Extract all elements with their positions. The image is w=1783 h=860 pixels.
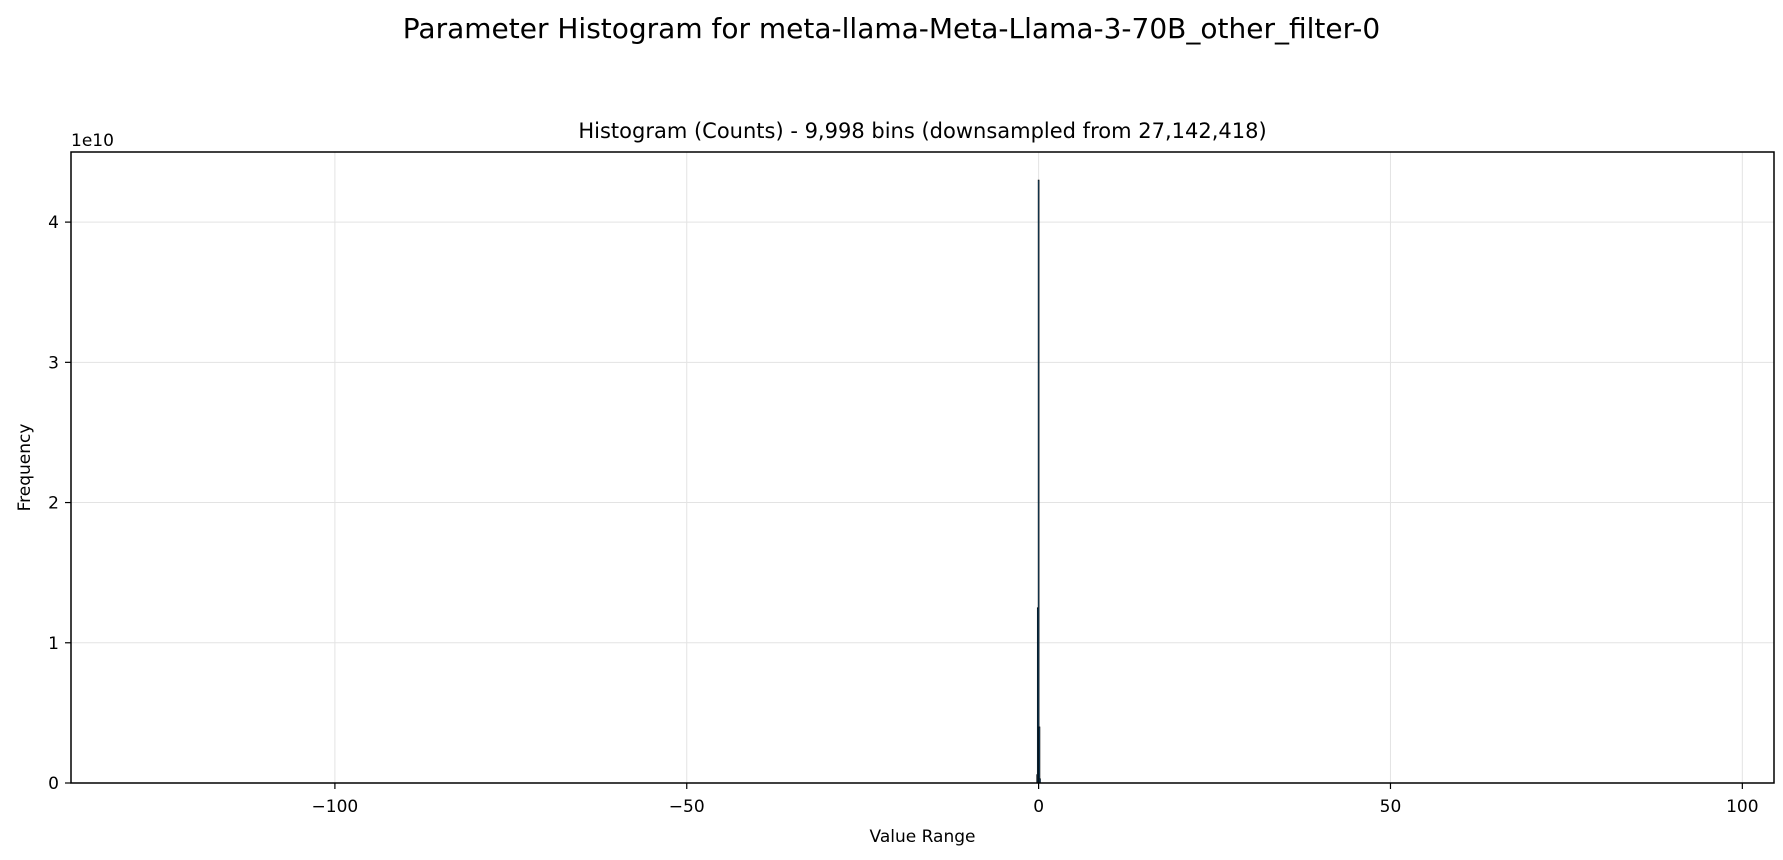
- x-tick-label: 0: [1033, 797, 1044, 817]
- x-axis-title: Value Range: [870, 827, 976, 847]
- histogram-bar: [1038, 726, 1041, 784]
- y-tick-label: 4: [48, 213, 59, 233]
- x-axis-ticks: −100 −50 0 50 100: [312, 783, 1759, 817]
- y-axis-ticks: 0 1 2 3 4: [48, 213, 71, 794]
- histogram-bar: [1037, 179, 1040, 784]
- y-axis-offset-label: 1e10: [71, 131, 114, 151]
- y-tick-label: 0: [48, 774, 59, 794]
- y-tick-label: 3: [48, 353, 59, 373]
- x-tick-label: −100: [312, 797, 359, 817]
- grid-lines: [71, 152, 1774, 784]
- x-tick-label: −50: [669, 797, 705, 817]
- x-tick-label: 100: [1726, 797, 1758, 817]
- y-axis-title: Frequency: [15, 424, 35, 512]
- axes-frame: [70, 151, 1775, 784]
- figure-title: Parameter Histogram for meta-llama-Meta-…: [402, 12, 1381, 45]
- y-tick-label: 2: [48, 494, 59, 514]
- y-tick-label: 1: [48, 634, 59, 654]
- x-tick-label: 50: [1380, 797, 1402, 817]
- chart-title: Histogram (Counts) - 9,998 bins (downsam…: [578, 119, 1266, 143]
- histogram-bars: [1036, 179, 1041, 784]
